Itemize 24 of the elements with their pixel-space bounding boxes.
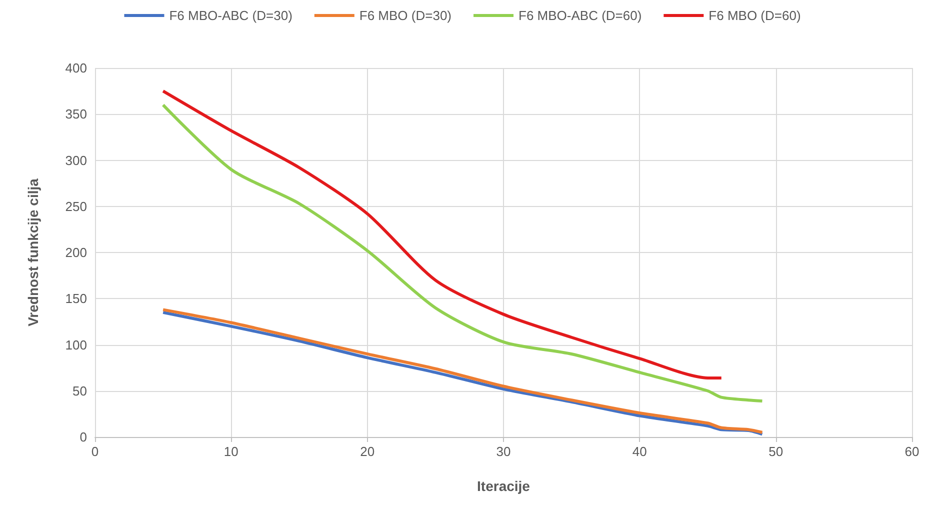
y-tick-label: 100 bbox=[65, 337, 87, 352]
y-tick-label: 250 bbox=[65, 198, 87, 214]
y-tick-label: 50 bbox=[72, 383, 87, 398]
line-series bbox=[162, 90, 723, 380]
y-tick-label: 0 bbox=[80, 430, 87, 444]
x-tick-label: 20 bbox=[360, 444, 375, 459]
line-series bbox=[162, 103, 764, 403]
x-tick-label: 10 bbox=[224, 444, 238, 459]
legend-label: F6 MBO (D=30) bbox=[359, 8, 452, 23]
y-tick-label: 350 bbox=[65, 106, 87, 122]
y-axis-title: Vrednost funkcije cilja bbox=[25, 178, 41, 326]
legend-label: F6 MBO-ABC (D=60) bbox=[518, 8, 642, 23]
x-tick-label: 60 bbox=[904, 444, 920, 459]
x-tick-label: 40 bbox=[632, 444, 647, 459]
legend-label: F6 MBO (D=60) bbox=[708, 8, 801, 23]
legend-label: F6 MBO-ABC (D=30) bbox=[169, 8, 292, 23]
y-tick-label: 300 bbox=[65, 152, 87, 168]
y-tick-label: 400 bbox=[65, 60, 87, 76]
x-tick-label: 0 bbox=[91, 444, 99, 459]
x-tick-label: 50 bbox=[768, 444, 784, 459]
x-axis-title: Iteracije bbox=[477, 478, 530, 494]
y-tick-label: 200 bbox=[65, 245, 87, 260]
y-tick-label: 150 bbox=[65, 291, 87, 306]
x-tick-label: 30 bbox=[496, 444, 511, 459]
